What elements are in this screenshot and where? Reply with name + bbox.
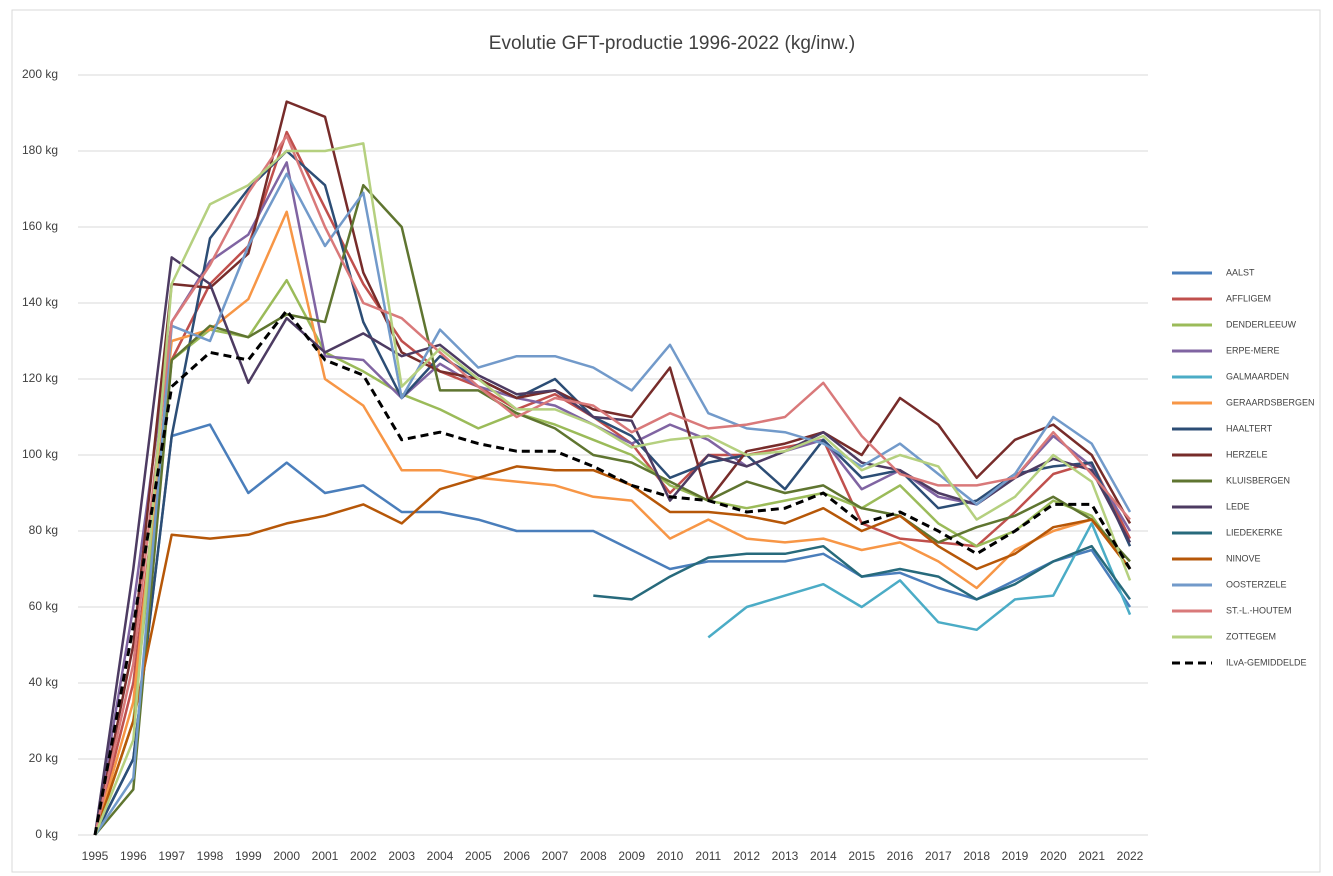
series-line: [93, 309, 1132, 836]
x-tick-label: 1999: [235, 849, 262, 863]
x-tick-label: 2021: [1078, 849, 1105, 863]
legend-label: DENDERLEEUW: [1226, 319, 1297, 329]
series-line: [707, 522, 1132, 639]
x-tick-label: 2010: [657, 849, 684, 863]
x-tick-label: 1996: [120, 849, 147, 863]
y-tick-label: 140 kg: [22, 295, 58, 309]
x-tick-label: 2012: [733, 849, 760, 863]
x-tick-label: 2006: [503, 849, 530, 863]
legend-label: LEDE: [1226, 501, 1250, 511]
legend-label: ERPE-MERE: [1226, 345, 1280, 355]
x-tick-label: 2019: [1002, 849, 1029, 863]
series-line: [93, 134, 1131, 836]
x-tick-label: 1997: [158, 849, 185, 863]
legend-label: GALMAARDEN: [1226, 371, 1289, 381]
series-line: [93, 172, 1132, 836]
x-tick-label: 2009: [618, 849, 645, 863]
legend-label: AALST: [1226, 267, 1255, 277]
y-tick-label: 80 kg: [29, 523, 58, 537]
x-tick-label: 2018: [963, 849, 990, 863]
legend-label: ILvA-GEMIDDELDE: [1226, 657, 1307, 667]
series-line: [93, 142, 1132, 836]
legend-label: AFFLIGEM: [1226, 293, 1271, 303]
series-line: [93, 130, 1132, 836]
legend-label: HERZELE: [1226, 449, 1268, 459]
x-tick-label: 2008: [580, 849, 607, 863]
x-tick-label: 2022: [1117, 849, 1144, 863]
y-tick-label: 40 kg: [29, 675, 58, 689]
x-tick-label: 2003: [388, 849, 415, 863]
x-tick-label: 2013: [772, 849, 799, 863]
x-tick-label: 2020: [1040, 849, 1067, 863]
series-line: [93, 465, 1131, 836]
legend-label: ZOTTEGEM: [1226, 631, 1276, 641]
y-tick-label: 60 kg: [29, 599, 58, 613]
legend-label: HAALTERT: [1226, 423, 1273, 433]
legend-label: GERAARDSBERGEN: [1226, 397, 1315, 407]
chart-title: Evolutie GFT-productie 1996-2022 (kg/inw…: [489, 33, 855, 54]
y-tick-label: 100 kg: [22, 447, 58, 461]
x-tick-label: 2004: [427, 849, 454, 863]
x-tick-label: 2000: [273, 849, 300, 863]
x-tick-label: 1995: [82, 849, 109, 863]
y-tick-label: 20 kg: [29, 751, 58, 765]
legend-label: NINOVE: [1226, 553, 1261, 563]
series-line: [94, 183, 1131, 836]
x-tick-label: 2007: [542, 849, 569, 863]
series-line: [93, 423, 1132, 836]
y-tick-label: 120 kg: [22, 371, 58, 385]
legend-label: ST.-L.-HOUTEM: [1226, 605, 1292, 615]
series-line: [93, 149, 1132, 836]
y-tick-label: 160 kg: [22, 219, 58, 233]
series-line: [93, 161, 1132, 836]
x-tick-label: 2015: [848, 849, 875, 863]
series-line: [93, 210, 1131, 836]
x-tick-label: 2002: [350, 849, 377, 863]
x-tick-label: 2005: [465, 849, 492, 863]
x-tick-label: 2001: [312, 849, 339, 863]
y-tick-label: 180 kg: [22, 143, 58, 157]
legend-label: LIEDEKERKE: [1226, 527, 1283, 537]
x-tick-label: 2016: [887, 849, 914, 863]
series-line: [93, 100, 1132, 836]
legend-label: KLUISBERGEN: [1226, 475, 1290, 485]
legend-label: OOSTERZELE: [1226, 579, 1287, 589]
y-tick-label: 200 kg: [22, 67, 58, 81]
y-tick-label: 0 kg: [35, 827, 58, 841]
x-tick-label: 2011: [695, 849, 721, 863]
x-tick-label: 1998: [197, 849, 224, 863]
x-tick-label: 2014: [810, 849, 837, 863]
x-tick-label: 2017: [925, 849, 952, 863]
series-line: [593, 544, 1132, 601]
